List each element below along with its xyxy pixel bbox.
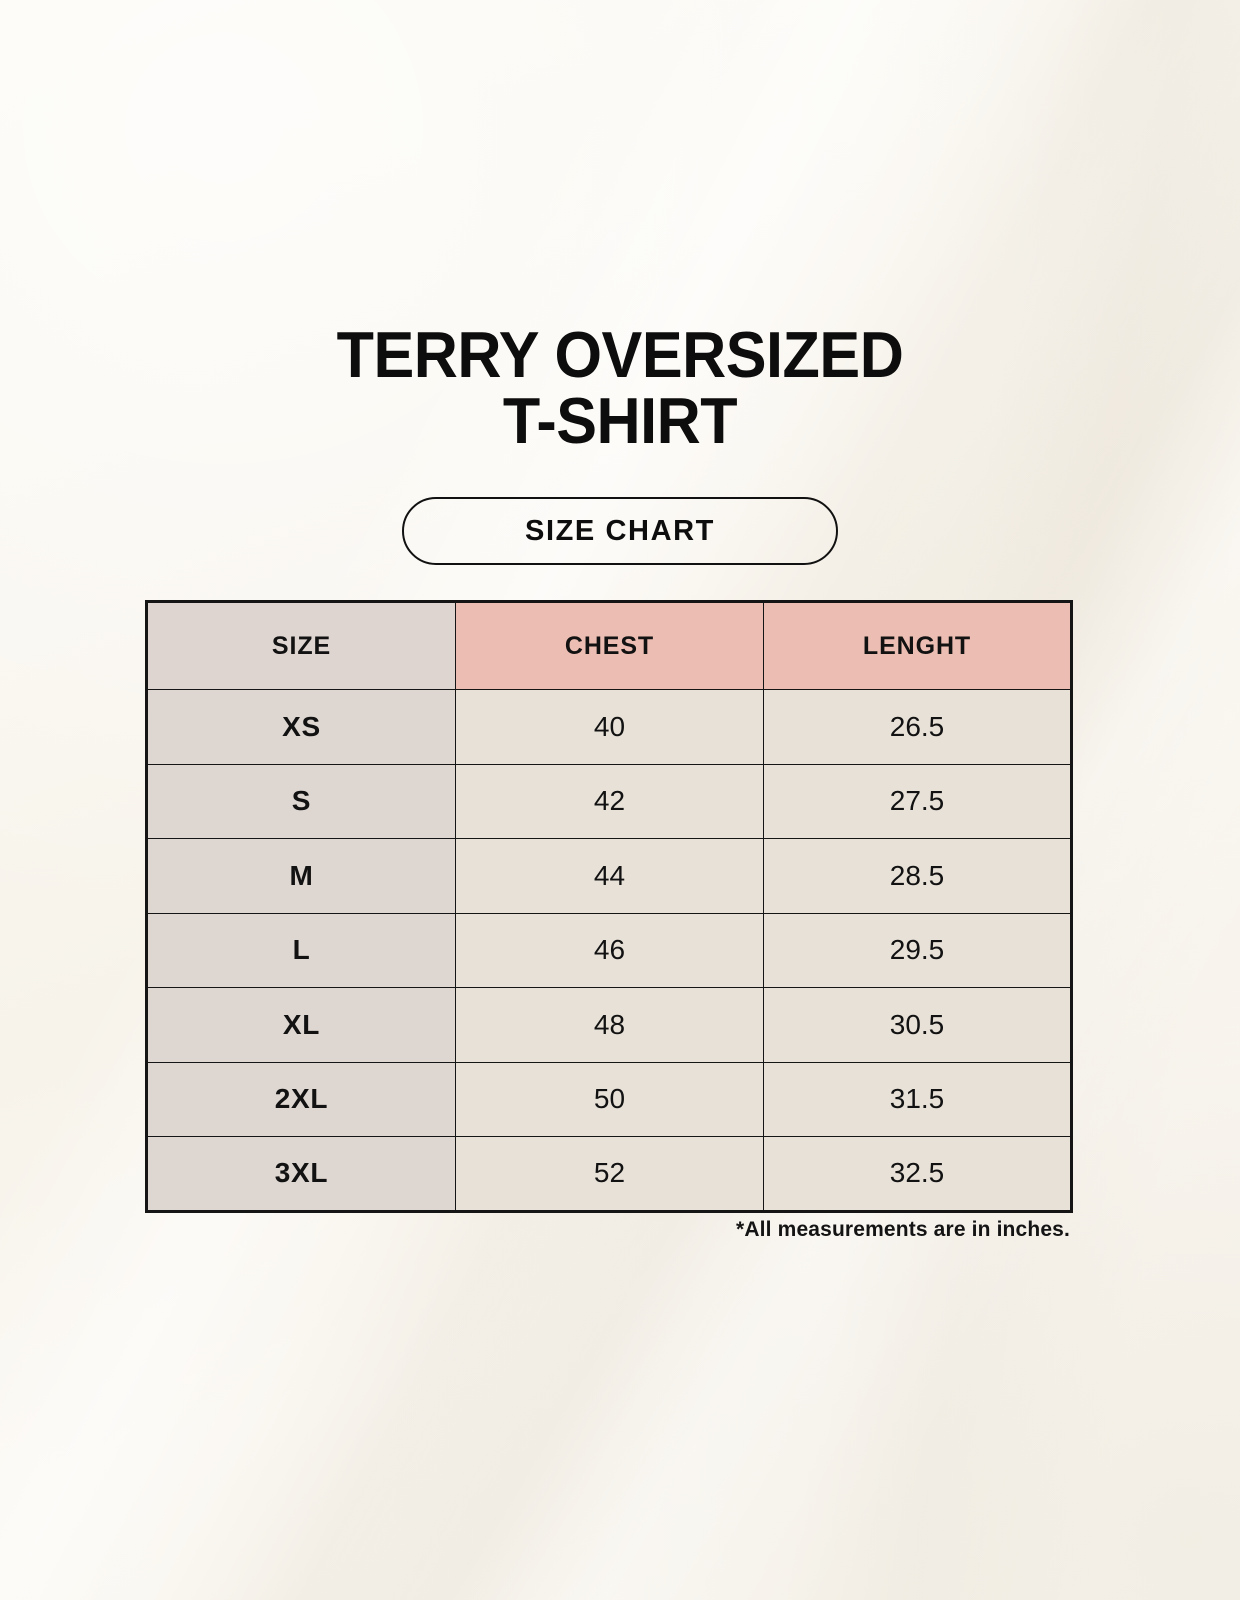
cell-size: 3XL	[146, 1136, 456, 1212]
measurement-units-note: *All measurements are in inches.	[736, 1218, 1070, 1241]
cell-chest: 44	[455, 838, 764, 914]
cell-length: 29.5	[763, 912, 1072, 988]
table-row: 3XL 52 32.5	[146, 1136, 1072, 1212]
cell-length: 31.5	[763, 1061, 1072, 1137]
cell-size: M	[146, 838, 456, 914]
cell-size: XS	[146, 689, 456, 765]
table-row: M 44 28.5	[146, 838, 1072, 914]
table-header-row: SIZE CHEST LENGHT	[146, 601, 1072, 690]
cell-chest: 40	[455, 689, 764, 765]
table-row: L 46 29.5	[146, 912, 1072, 988]
cell-length: 30.5	[763, 987, 1072, 1063]
cell-length: 28.5	[763, 838, 1072, 914]
cell-size: 2XL	[146, 1061, 456, 1137]
cell-chest: 50	[455, 1061, 764, 1137]
cell-chest: 48	[455, 987, 764, 1063]
size-chart-table-container: SIZE CHEST LENGHT XS 40 26.5 S 42 27.5 M	[145, 600, 1073, 1213]
table-row: 2XL 50 31.5	[146, 1061, 1072, 1137]
cell-size: XL	[146, 987, 456, 1063]
cell-length: 26.5	[763, 689, 1072, 765]
page-title-line-2: T-SHIRT	[502, 384, 738, 457]
table-row: XL 48 30.5	[146, 987, 1072, 1063]
cell-chest: 52	[455, 1136, 764, 1212]
size-chart-badge: SIZE CHART	[402, 497, 838, 565]
size-chart-table: SIZE CHEST LENGHT XS 40 26.5 S 42 27.5 M	[145, 600, 1073, 1213]
table-row: XS 40 26.5	[146, 689, 1072, 765]
size-chart-badge-container: SIZE CHART	[0, 497, 1240, 565]
cell-chest: 46	[455, 912, 764, 988]
cell-chest: 42	[455, 763, 764, 839]
column-header-length: LENGHT	[763, 601, 1072, 690]
table-row: S 42 27.5	[146, 763, 1072, 839]
table-body: XS 40 26.5 S 42 27.5 M 44 28.5 L 46	[146, 689, 1072, 1212]
cell-size: L	[146, 912, 456, 988]
cell-length: 27.5	[763, 763, 1072, 839]
cell-size: S	[146, 763, 456, 839]
page-title-line-1: TERRY OVERSIZED	[336, 318, 904, 391]
cell-length: 32.5	[763, 1136, 1072, 1212]
column-header-size: SIZE	[146, 601, 456, 690]
table-header: SIZE CHEST LENGHT	[146, 601, 1072, 690]
column-header-chest: CHEST	[455, 601, 764, 690]
page-title: TERRY OVERSIZED T-SHIRT	[37, 322, 1203, 454]
